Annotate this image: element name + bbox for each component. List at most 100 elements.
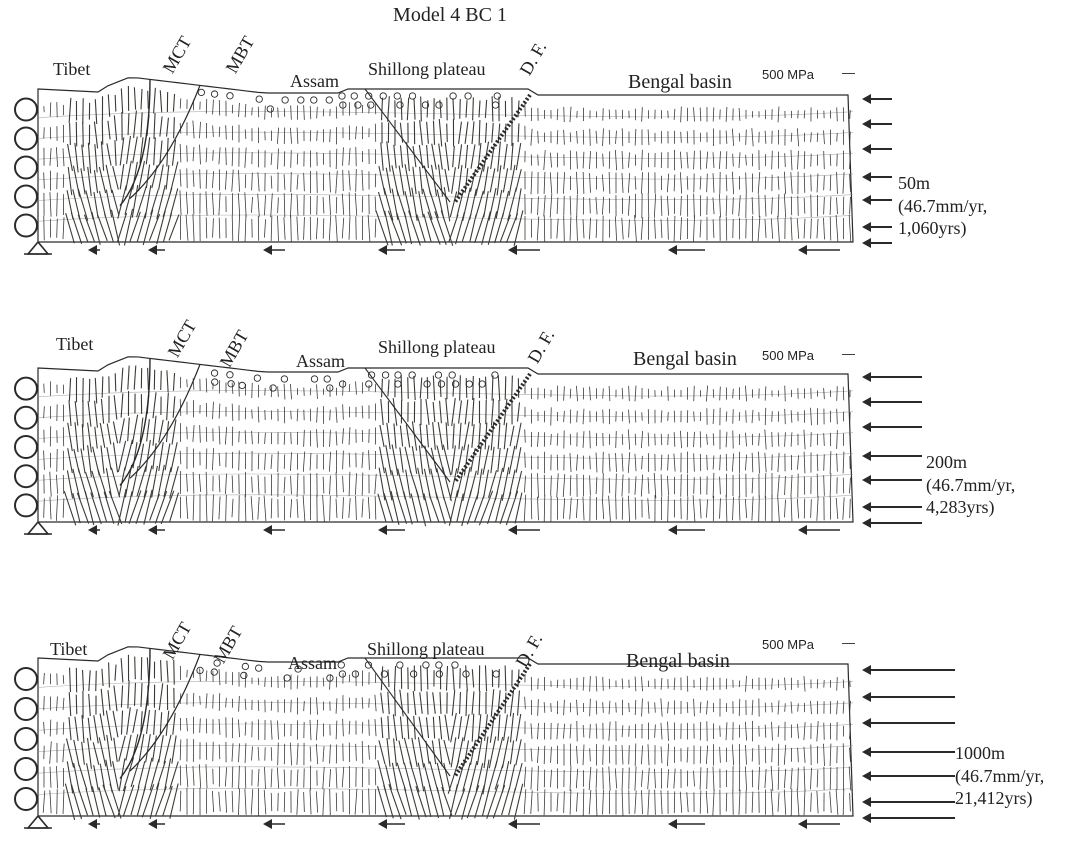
stress-tick (515, 739, 522, 766)
stress-tick (270, 215, 273, 242)
stress-tick (419, 692, 423, 714)
basal-arrowhead (263, 819, 272, 829)
stress-tick (374, 719, 377, 737)
stress-tick (731, 171, 735, 195)
stress-tick (335, 792, 338, 812)
stress-tick (758, 495, 760, 522)
stress-tick (172, 93, 176, 112)
stress-tick (56, 218, 58, 238)
stress-tick (442, 466, 452, 502)
stress-tick (601, 497, 605, 520)
stress-tick (444, 142, 450, 171)
stress-tick (158, 683, 164, 711)
stress-tick (686, 675, 689, 692)
stress-tick (103, 491, 115, 524)
stress-tick (361, 472, 364, 496)
time-value: 1,060yrs) (898, 218, 967, 238)
stress-tick (653, 472, 657, 499)
stress-tick (693, 411, 695, 422)
df-fault (453, 93, 532, 204)
stress-tick (87, 142, 92, 174)
compression-circle (492, 670, 500, 678)
stress-tick (192, 472, 195, 494)
stress-tick (348, 452, 351, 468)
stress-tick (471, 713, 475, 742)
stress-tick (608, 386, 611, 401)
stress-tick (413, 375, 416, 401)
stress-tick (143, 757, 153, 792)
stress-tick (238, 381, 240, 397)
displacement-value: 1000m (955, 743, 1006, 763)
stress-tick (771, 197, 773, 215)
stress-tick (231, 766, 234, 788)
label-assam: Assam (288, 653, 337, 673)
stress-tick (283, 217, 286, 240)
plateau-fault (364, 367, 451, 483)
stress-tick (63, 490, 77, 526)
stress-tick (112, 442, 119, 473)
stress-tick (660, 474, 663, 497)
stress-tick (384, 467, 393, 501)
time-value: 21,412yrs) (955, 788, 1033, 808)
stress-tick (171, 419, 177, 445)
stress-tick (205, 191, 208, 216)
stress-tick (803, 789, 806, 816)
stress-tick (367, 214, 371, 242)
stress-tick (705, 151, 709, 169)
stress-tick (673, 677, 676, 691)
stress-tick (835, 789, 839, 815)
stress-tick (250, 496, 254, 521)
compression-circle (365, 380, 373, 388)
stress-tick (335, 498, 338, 518)
stress-tick (660, 677, 663, 690)
stress-tick (132, 136, 138, 164)
stress-tick (459, 375, 461, 401)
stress-tick (504, 665, 507, 692)
stress-tick (537, 131, 539, 144)
stress-tick (595, 723, 598, 739)
stress-tick (303, 429, 305, 447)
stress-tick (576, 410, 578, 423)
stress-tick (494, 736, 504, 768)
stress-tick (129, 211, 141, 243)
stress-tick (322, 788, 325, 816)
stress-tick (667, 769, 669, 788)
stress-tick (368, 698, 370, 708)
layer-line (37, 173, 854, 181)
roller-support (14, 697, 38, 721)
stress-tick (732, 128, 734, 146)
stress-tick (719, 386, 721, 401)
stress-tick (452, 379, 455, 397)
stress-tick (212, 150, 214, 161)
compression-circle (354, 101, 362, 109)
stress-tick (608, 495, 611, 522)
stress-tick (139, 137, 144, 164)
stress-tick (404, 191, 412, 218)
stress-tick (562, 498, 566, 519)
stress-tick (159, 712, 163, 734)
stress-tick (502, 168, 509, 193)
df-fault (453, 372, 532, 484)
stress-tick (283, 791, 286, 813)
stress-tick (483, 191, 489, 218)
stress-tick (302, 495, 306, 522)
stress-tick (589, 430, 591, 449)
compression-circle (408, 371, 416, 379)
roller-support (14, 787, 38, 811)
stress-tick (385, 167, 392, 194)
stress-tick (43, 498, 45, 518)
scale-label: 500 MPa (762, 67, 815, 82)
stress-tick (810, 700, 812, 715)
stress-tick (725, 195, 728, 216)
stress-tick (641, 107, 643, 122)
stress-tick (218, 192, 221, 216)
stress-tick (303, 217, 305, 240)
stress-tick (667, 721, 669, 741)
stress-tick (537, 432, 539, 447)
stress-tick (296, 408, 299, 422)
stress-tick (764, 130, 767, 144)
stress-tick (595, 452, 598, 473)
stress-tick (77, 188, 89, 221)
stress-tick (816, 769, 819, 788)
stress-tick (823, 197, 825, 215)
